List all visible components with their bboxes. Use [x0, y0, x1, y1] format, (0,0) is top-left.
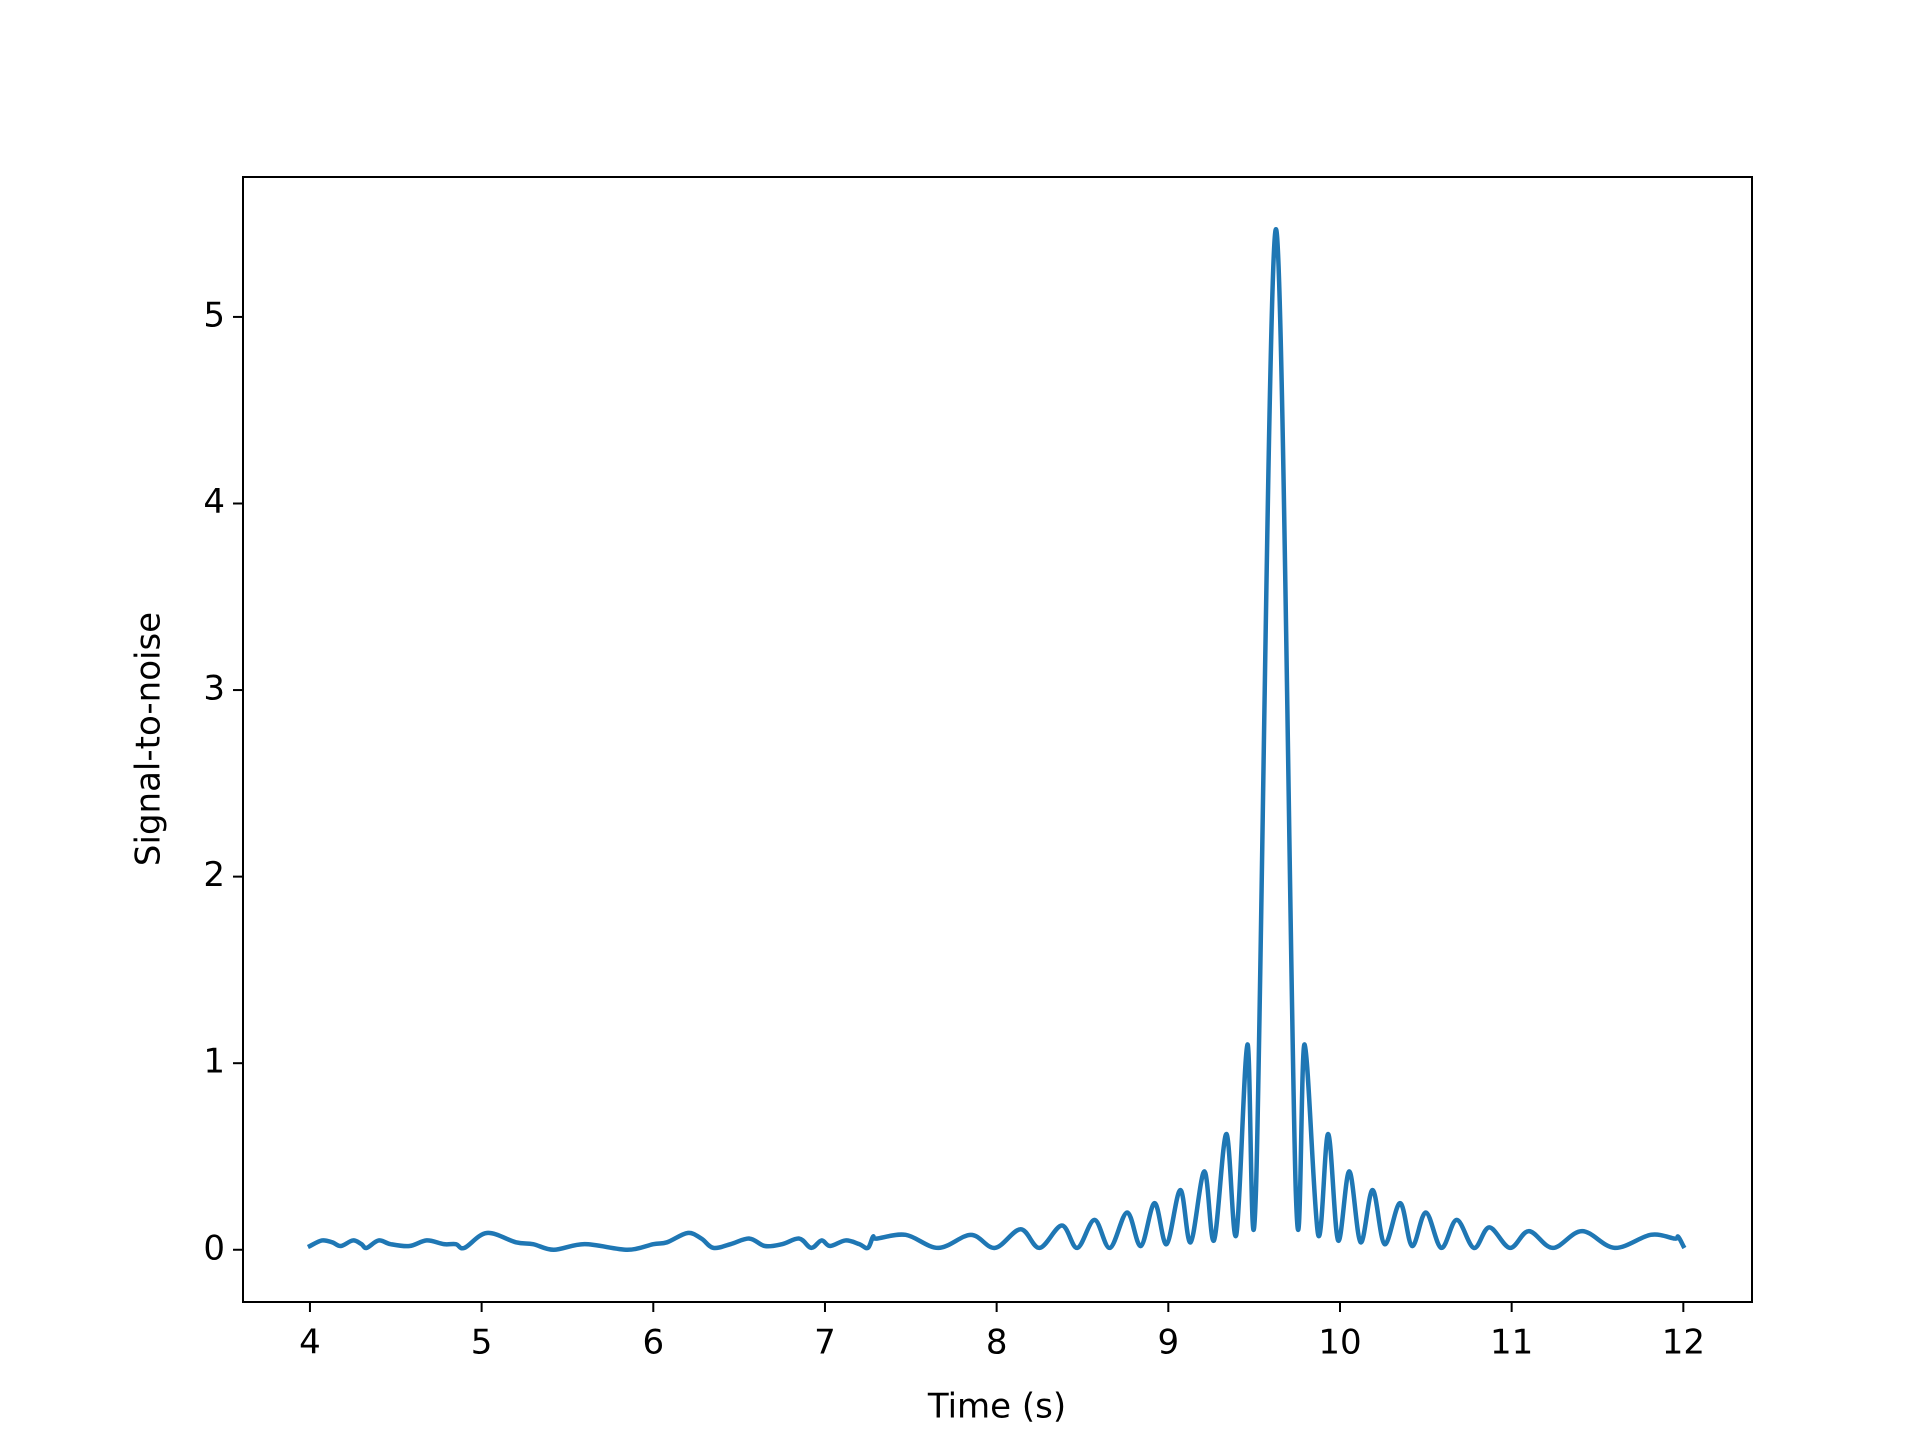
- x-axis-label: Time (s): [927, 1387, 1066, 1427]
- x-tick-label: 6: [642, 1323, 664, 1363]
- y-tick-label: 2: [203, 855, 225, 895]
- x-tick-label: 10: [1318, 1323, 1361, 1363]
- y-tick-label: 3: [203, 669, 225, 709]
- data-line: [306, 226, 1687, 1253]
- x-tick-label: 9: [1157, 1323, 1179, 1363]
- y-axis-label: Signal-to-noise: [129, 612, 169, 866]
- y-tick-label: 5: [203, 295, 225, 335]
- plot-frame: [242, 176, 1753, 1303]
- y-tick-label: 4: [203, 482, 225, 522]
- x-tick-label: 12: [1662, 1323, 1705, 1363]
- x-tick-label: 4: [299, 1323, 321, 1363]
- x-tick-label: 8: [986, 1323, 1008, 1363]
- x-tick-label: 7: [814, 1323, 836, 1363]
- y-tick-label: 1: [203, 1042, 225, 1082]
- x-tick-label: 5: [471, 1323, 493, 1363]
- x-tick-label: 11: [1490, 1323, 1533, 1363]
- y-tick-label: 0: [203, 1228, 225, 1268]
